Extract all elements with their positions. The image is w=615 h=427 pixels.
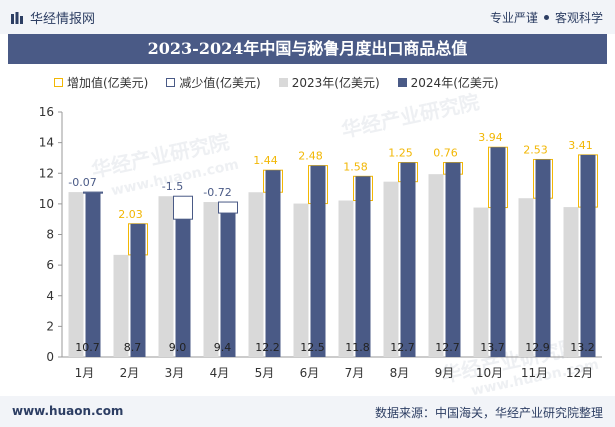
legend-2023-swatch <box>278 78 288 87</box>
value-label-2024: 12.9 <box>525 341 550 354</box>
value-label-2024: 12.5 <box>300 341 325 354</box>
bar-chart-logo-icon <box>11 11 23 24</box>
change-label: -0.72 <box>203 186 231 199</box>
tag-objective: 客观科学 <box>554 11 603 25</box>
value-label-2024: 9.0 <box>169 341 187 354</box>
change-label: 0.76 <box>433 147 458 160</box>
bar-2024 <box>490 147 506 357</box>
x-tick-label: 4月 <box>210 366 230 380</box>
legend-decrease-label: 减少值(亿美元) <box>179 76 261 90</box>
chart-canvas: 0 2 4 6 8 10 12 14 16 -0.07 10.7 1月 2.03 8.7 2月 -1.5 9.0… <box>39 105 602 380</box>
brand-name: 华经情报网 <box>30 12 96 27</box>
value-label-2024: 12.7 <box>390 341 415 354</box>
x-tick-label: 9月 <box>435 366 455 380</box>
header-bar: 华经情报网 专业严谨 客观科学 <box>0 0 615 34</box>
bar-2023 <box>563 207 579 357</box>
legend-increase-label: 增加值(亿美元) <box>67 76 149 90</box>
change-label: 2.53 <box>523 143 548 156</box>
chart-legend: 增加值(亿美元) 减少值(亿美元) 2023年(亿美元) 2024年(亿美元) <box>54 74 499 91</box>
bar-2023 <box>338 200 354 357</box>
change-label: -1.5 <box>162 180 183 193</box>
bar-2024 <box>265 170 281 357</box>
value-label-2024: 10.7 <box>75 341 100 354</box>
bar-2023 <box>158 196 174 357</box>
y-tick-label: 10 <box>39 197 54 211</box>
bar-2023 <box>203 202 219 357</box>
change-label: 2.48 <box>298 150 323 163</box>
change-label: 1.44 <box>253 154 278 167</box>
x-tick-label: 6月 <box>300 366 320 380</box>
bar-2023 <box>473 207 489 357</box>
x-tick-label: 8月 <box>390 366 410 380</box>
y-tick-label: 16 <box>39 105 54 119</box>
change-label: 3.41 <box>568 139 593 152</box>
bar-2024 <box>85 193 101 357</box>
bar-2024 <box>310 165 326 357</box>
change-label: 3.94 <box>478 131 503 144</box>
decrease-box <box>173 195 193 220</box>
footer-source: 数据来源：中国海关，华经产业研究院整理 <box>374 406 603 420</box>
value-label-2024: 13.2 <box>570 341 595 354</box>
legend-2024-label: 2024年(亿美元) <box>410 76 499 90</box>
legend-increase-swatch <box>54 78 63 87</box>
legend-2023-label: 2023年(亿美元) <box>291 76 380 90</box>
change-label: 2.03 <box>118 208 143 221</box>
bar-2024 <box>175 219 191 357</box>
bar-2023 <box>383 181 399 357</box>
bar-2024 <box>130 223 146 357</box>
value-label-2024: 12.7 <box>435 341 460 354</box>
y-tick-label: 6 <box>46 258 54 272</box>
y-tick-label: 4 <box>46 289 54 303</box>
x-tick-label: 11月 <box>521 366 548 380</box>
bar-2023 <box>293 203 309 357</box>
bar-2023 <box>248 192 264 357</box>
x-tick-label: 12月 <box>566 366 593 380</box>
x-tick-label: 1月 <box>75 366 95 380</box>
value-label-2024: 13.7 <box>480 341 505 354</box>
bar-2024 <box>355 176 371 357</box>
value-label-2024: 8.7 <box>124 341 142 354</box>
footer-bar: www.huaon.com 数据来源：中国海关，华经产业研究院整理 <box>0 396 615 427</box>
y-tick-label: 0 <box>46 350 54 364</box>
footer-website[interactable]: www.huaon.com <box>12 404 124 418</box>
bar-2023 <box>518 198 534 357</box>
bar-2023 <box>68 192 84 357</box>
bar-2023 <box>113 254 129 357</box>
x-tick-label: 7月 <box>345 366 365 380</box>
bar-2024 <box>535 159 551 357</box>
legend-2024-swatch <box>397 78 407 87</box>
tag-professional: 专业严谨 <box>489 11 538 25</box>
legend-2023: 2023年(亿美元) <box>278 74 380 91</box>
value-label-2024: 11.8 <box>345 341 370 354</box>
title-bar: 2023-2024年中国与秘鲁月度出口商品总值 <box>8 34 607 64</box>
value-label-2024: 9.4 <box>214 341 232 354</box>
bar-2024 <box>445 162 461 357</box>
bar-2024 <box>400 162 416 357</box>
y-tick-label: 12 <box>39 166 54 180</box>
change-label: 1.25 <box>388 147 413 160</box>
x-tick-label: 2月 <box>120 366 140 380</box>
separator-dot-icon <box>543 15 549 20</box>
bar-2023 <box>428 174 444 357</box>
x-tick-label: 10月 <box>476 366 503 380</box>
decrease-box <box>218 201 238 214</box>
y-tick-label: 8 <box>46 228 54 242</box>
value-label-2024: 12.2 <box>255 341 280 354</box>
bar-2024 <box>220 213 236 357</box>
x-tick-label: 3月 <box>165 366 185 380</box>
change-label: -0.07 <box>68 176 96 189</box>
legend-decrease: 减少值(亿美元) <box>166 74 261 91</box>
y-tick-label: 14 <box>39 136 54 150</box>
decrease-box <box>83 191 103 194</box>
brand: 华经情报网 <box>10 8 95 27</box>
y-tick-label: 2 <box>46 319 54 333</box>
chart-title: 2023-2024年中国与秘鲁月度出口商品总值 <box>147 39 468 58</box>
header-tags: 专业严谨 客观科学 <box>490 9 603 26</box>
x-tick-label: 5月 <box>255 366 275 380</box>
legend-2024: 2024年(亿美元) <box>397 74 499 91</box>
legend-increase: 增加值(亿美元) <box>54 74 148 91</box>
bar-2024 <box>580 154 596 357</box>
legend-decrease-swatch <box>166 78 176 87</box>
change-label: 1.58 <box>343 160 368 173</box>
